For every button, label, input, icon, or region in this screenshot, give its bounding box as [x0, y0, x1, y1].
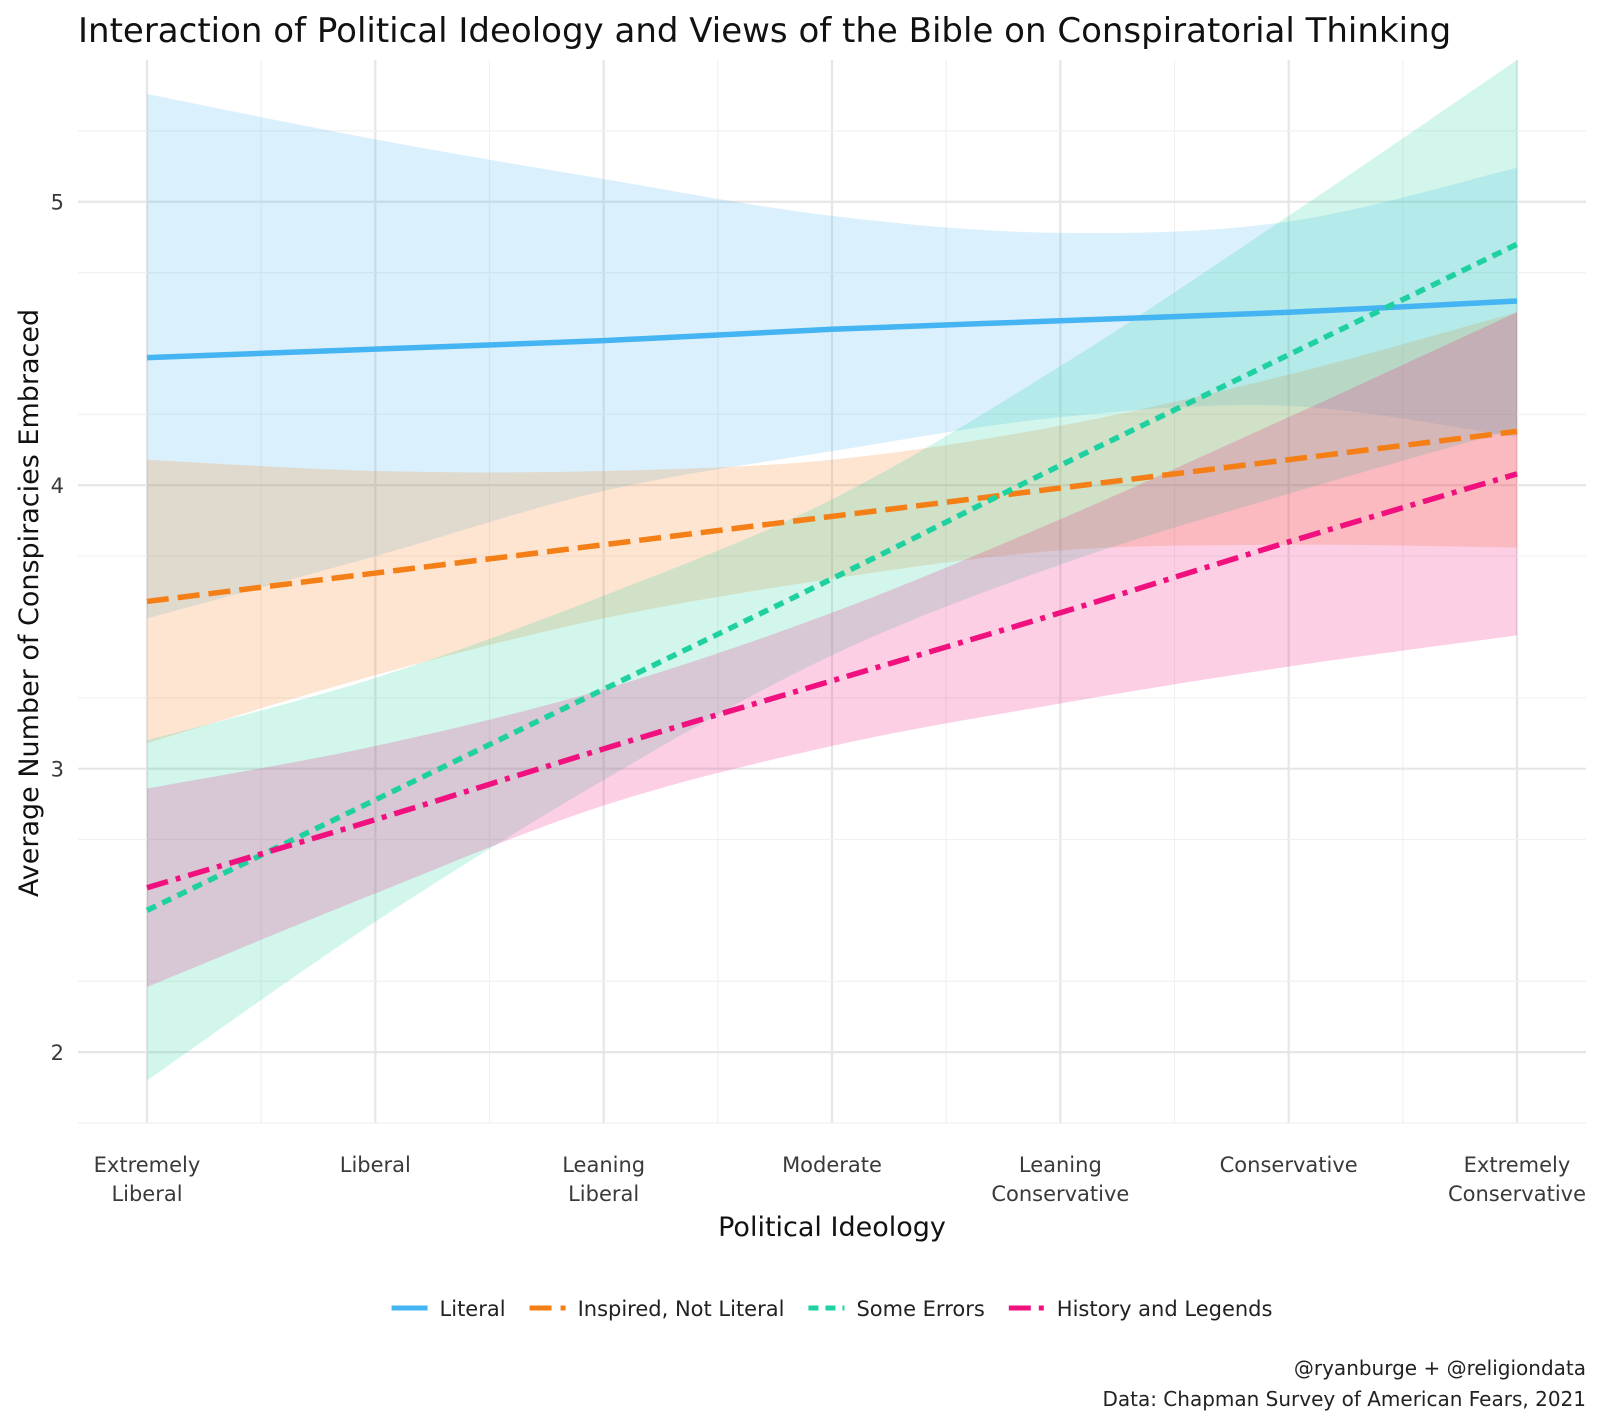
x-tick-labels: Extremely Liberal Liberal Leaning Liberal Mod…	[94, 1153, 1586, 1206]
confidence-band	[147, 312, 1517, 744]
x-tick-label: Liberal	[568, 1182, 639, 1206]
confidence-band	[147, 94, 1517, 619]
x-axis-title: Political Ideology	[718, 1212, 946, 1243]
chart-title: Interaction of Political Ideology and Vi…	[78, 11, 1451, 51]
series-line	[146, 471, 1518, 891]
x-tick-label: Extremely	[1464, 1153, 1571, 1177]
confidence-band	[147, 312, 1517, 987]
series-line	[146, 298, 1518, 361]
caption-source: Data: Chapman Survey of American Fears, …	[1102, 1387, 1586, 1411]
y-tick-labels: 2 3 4 5	[51, 191, 64, 1065]
series-line	[146, 428, 1518, 605]
series-lines	[145, 241, 1519, 913]
legend-label: Inspired, Not Literal	[578, 1297, 785, 1321]
y-tick-label: 3	[51, 758, 64, 782]
y-tick-label: 2	[51, 1041, 64, 1065]
x-tick-label: Leaning	[562, 1153, 645, 1177]
legend-label: History and Legends	[1057, 1297, 1273, 1321]
x-tick-label: Moderate	[782, 1153, 882, 1177]
x-tick-label: Conservative	[1448, 1182, 1586, 1206]
caption-credit: @ryanburge + @religiondata	[1294, 1356, 1586, 1380]
y-axis-title: Average Number of Conspiracies Embraced	[14, 309, 45, 897]
x-tick-label: Conservative	[991, 1182, 1129, 1206]
y-tick-label: 5	[51, 191, 64, 215]
legend-label: Literal	[440, 1297, 506, 1321]
x-tick-label: Liberal	[340, 1153, 411, 1177]
x-tick-label: Conservative	[1220, 1153, 1358, 1177]
legend: Literal Inspired, Not Literal Some Errors H…	[391, 1297, 1273, 1321]
x-tick-label: Leaning	[1019, 1153, 1102, 1177]
x-tick-label: Extremely	[94, 1153, 201, 1177]
x-tick-label: Liberal	[111, 1182, 182, 1206]
grid	[78, 60, 1586, 1124]
y-tick-label: 4	[51, 474, 64, 498]
legend-label: Some Errors	[856, 1297, 984, 1321]
